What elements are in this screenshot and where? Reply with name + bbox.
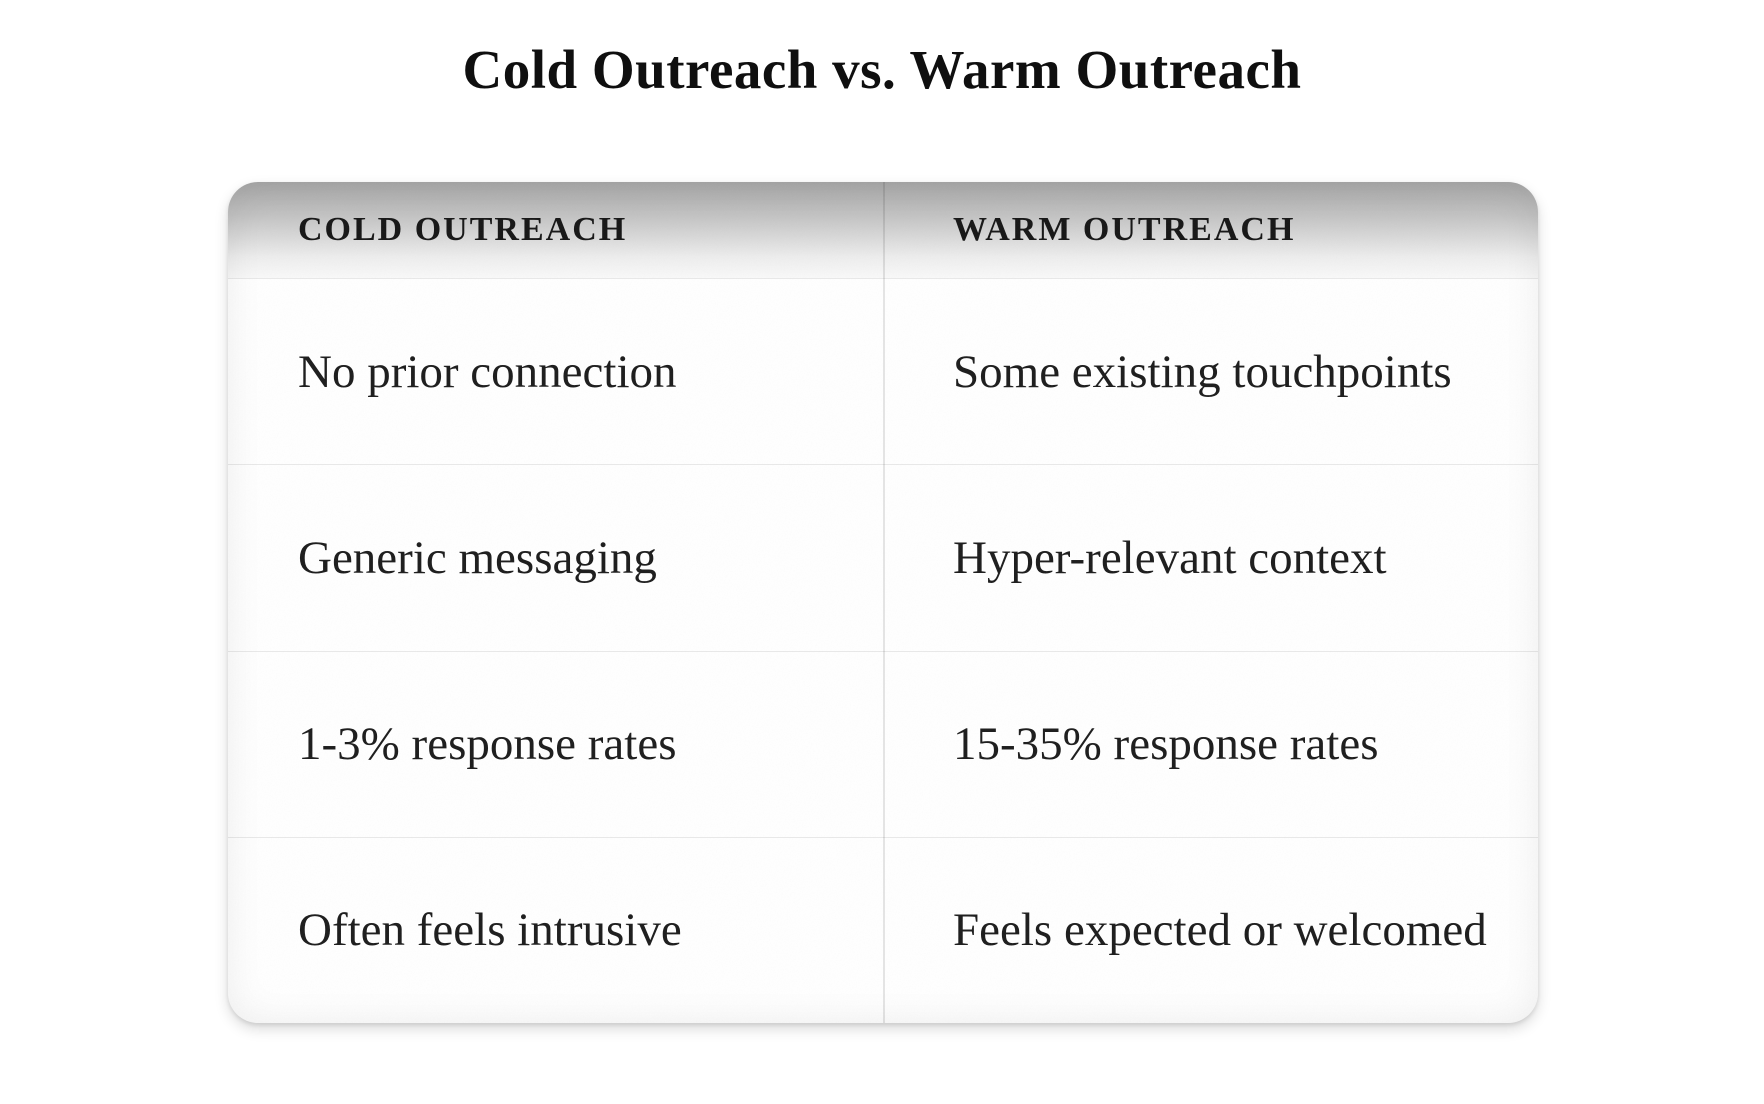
table-cell-warm-row1: Some existing touchpoints bbox=[883, 278, 1538, 464]
table-cell-cold-row2: Generic messaging bbox=[228, 464, 883, 650]
column-header-cold-outreach: COLD OUTREACH bbox=[298, 211, 628, 248]
page-title: Cold Outreach vs. Warm Outreach bbox=[462, 39, 1302, 100]
table-cell-cold-row3: 1-3% response rates bbox=[228, 650, 883, 837]
table-body: No prior connection Some existing touchp… bbox=[228, 278, 1538, 1023]
column-header-warm-outreach: WARM OUTREACH bbox=[953, 211, 1296, 248]
table-cell-cold-row4: Often feels intrusive bbox=[228, 836, 883, 1023]
comparison-table: COLD OUTREACH WARM OUTREACH No prior con… bbox=[228, 182, 1538, 1023]
table-cell-warm-row4: Feels expected or welcomed bbox=[883, 836, 1538, 1023]
table-header-row: COLD OUTREACH WARM OUTREACH bbox=[228, 182, 1538, 278]
table-cell-warm-row3: 15-35% response rates bbox=[883, 650, 1538, 837]
table-cell-cold-row1: No prior connection bbox=[228, 278, 883, 464]
table-cell-warm-row2: Hyper-relevant context bbox=[883, 464, 1538, 650]
